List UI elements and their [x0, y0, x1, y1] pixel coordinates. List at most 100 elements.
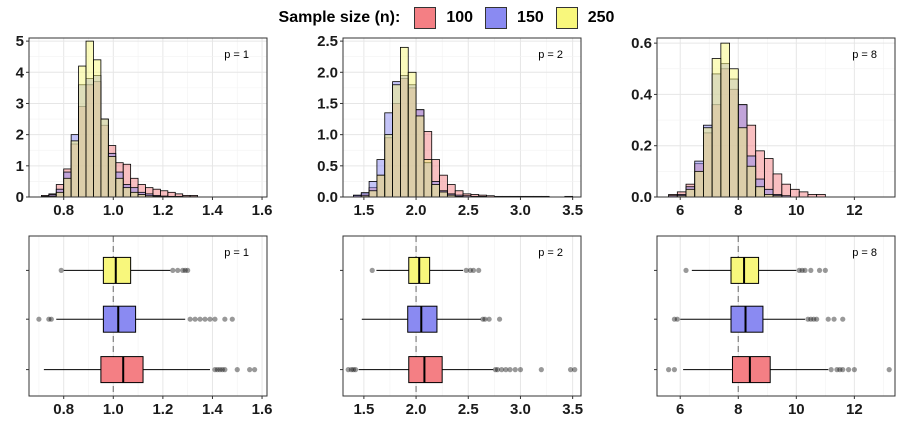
x-tick-label: 2.0: [406, 401, 427, 418]
outlier-point: [683, 267, 689, 273]
plot-border: [342, 37, 582, 198]
hist-bar-n250: [70, 140, 79, 198]
outlier-point: [348, 367, 354, 373]
x-tick-label: 12: [846, 202, 863, 219]
outlier-point: [572, 367, 578, 373]
outlier-point: [538, 367, 544, 373]
x-tick-label: 1.4: [202, 401, 224, 418]
y-tick-label: 0.2: [631, 138, 652, 155]
hist-bar-n250: [368, 190, 378, 198]
outlier-point: [840, 316, 846, 322]
x-tick-label: 1.5: [353, 202, 374, 219]
outlier-point: [814, 316, 820, 322]
outlier-point: [674, 316, 680, 322]
x-tick-label: 3.0: [510, 202, 531, 219]
outlier-point: [828, 367, 834, 373]
x-tick-label: 1.0: [103, 202, 124, 219]
outlier-point: [845, 367, 852, 373]
plot-border: [342, 235, 582, 397]
outlier-point: [492, 367, 499, 373]
plot-background: [343, 236, 581, 396]
x-tick-label: 1.6: [252, 401, 273, 418]
box: [102, 256, 132, 284]
hist-bar-n250: [407, 71, 417, 198]
y-tick-label: 0.6: [631, 35, 652, 52]
box-p2: 1.5 2.0 2.5 3.0 3.5 p = 2: [340, 235, 583, 418]
outlier-point: [671, 316, 678, 322]
plot-border: [28, 235, 268, 397]
panel-annotation: p = 1: [224, 49, 249, 61]
outlier-point: [345, 367, 351, 373]
y-tick-label: 1: [16, 158, 24, 175]
legend-item-250: 250: [555, 7, 615, 29]
boxplot-n150: [671, 305, 846, 333]
panel-annotation: p = 1: [224, 247, 249, 259]
outlier-point: [503, 367, 509, 373]
outlier-point: [219, 367, 225, 373]
panel-annotation: p = 8: [852, 247, 877, 259]
legend-label-250: 250: [587, 9, 615, 26]
outlier-point: [182, 267, 188, 273]
box: [731, 356, 771, 384]
outlier-point: [816, 267, 823, 273]
y-tick-label: 0: [16, 189, 24, 206]
hist-bar-n250: [694, 170, 704, 198]
x-tick-label: 0.8: [53, 401, 74, 418]
outlier-point: [185, 267, 191, 273]
outlier-point: [496, 316, 503, 322]
hist-bar-n250: [415, 115, 425, 198]
outlier-point: [202, 316, 208, 322]
x-tick-label: 1.6: [252, 202, 273, 219]
y-tick-label: 1.0: [317, 127, 338, 144]
legend-swatch-250: [555, 7, 578, 29]
hist-p1: 0 1 2 3 4 5 0.8 1.0 1.2 1.4 1.6 p = 1: [16, 33, 273, 219]
x-tick-label: 0.8: [53, 202, 74, 219]
boxplot-n100: [666, 356, 892, 384]
x-tick-label: 6: [676, 202, 684, 219]
outlier-point: [369, 267, 375, 273]
outlier-point: [886, 367, 892, 373]
panel-annotation: p = 2: [538, 49, 563, 61]
x-tick-label: 1.4: [202, 202, 224, 219]
outlier-point: [494, 367, 501, 373]
boxplot-n150: [36, 305, 235, 333]
outlier-point: [482, 316, 488, 322]
x-tick-label: 1.2: [152, 401, 173, 418]
outlier-point: [192, 316, 198, 322]
plot-background: [29, 236, 267, 396]
outlier-point: [799, 267, 805, 273]
outlier-point: [811, 316, 817, 322]
outlier-point: [247, 367, 253, 373]
y-tick-label: 2: [16, 127, 24, 144]
y-tick-label: 0.5: [317, 158, 338, 175]
boxplot-n250: [58, 256, 191, 284]
outlier-point: [222, 367, 228, 373]
x-tick-label: 8: [734, 202, 742, 219]
outlier-point: [486, 316, 492, 322]
hist-bar-n250: [711, 58, 722, 198]
x-tick-label: 3.0: [510, 401, 531, 418]
outlier-point: [175, 267, 181, 273]
hist-bar-n100: [798, 191, 809, 198]
hist-bar-n250: [55, 191, 65, 198]
boxplot-n250: [369, 256, 482, 284]
boxplot-n150: [361, 305, 503, 333]
outlier-point: [808, 267, 814, 273]
hist-bar-n250: [729, 68, 739, 198]
hist-bar-n250: [685, 188, 696, 198]
x-tick-label: 10: [788, 202, 805, 219]
y-tick-label: 4: [16, 64, 25, 81]
legend-swatch-150: [485, 7, 508, 29]
hist-bar-n250: [423, 159, 433, 198]
outlier-point: [197, 316, 203, 322]
y-tick-label: 0.0: [631, 189, 652, 206]
outlier-point: [352, 367, 359, 373]
x-tick-label: 3.5: [562, 202, 583, 219]
x-tick-label: 3.5: [562, 401, 583, 418]
outlier-point: [796, 267, 802, 273]
plot-border: [28, 37, 268, 198]
plot-background: [657, 38, 895, 197]
hist-bar-n250: [93, 59, 102, 198]
hist-bar-n250: [107, 156, 117, 198]
